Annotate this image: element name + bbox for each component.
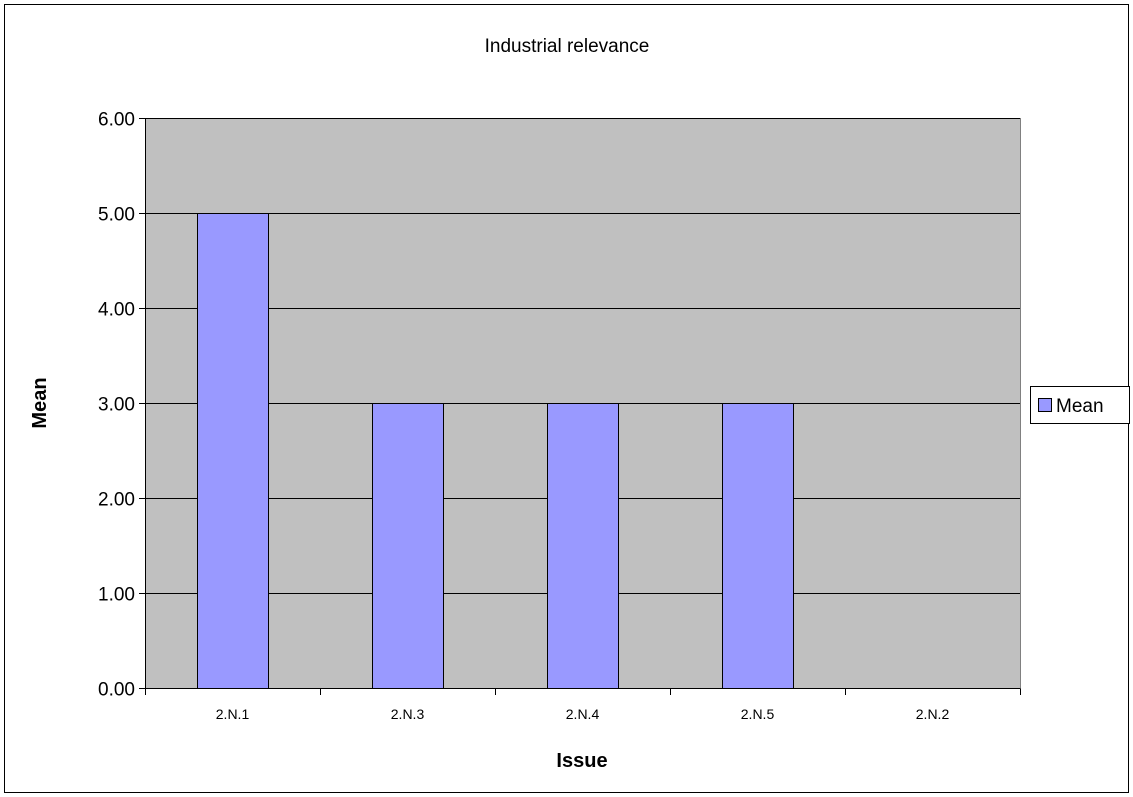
y-tick-label: 1.00	[98, 585, 135, 606]
x-tick-label: 2.N.5	[741, 706, 775, 722]
x-tick-labels: 2.N.1 2.N.3 2.N.4 2.N.5 2.N.2	[216, 706, 950, 722]
y-tick-labels: 0.00 1.00 2.00 3.00 4.00 5.00 6.00	[98, 110, 135, 701]
chart-title: Industrial relevance	[485, 36, 650, 57]
legend-label: Mean	[1056, 396, 1104, 417]
x-tick-label: 2.N.1	[216, 706, 250, 722]
bar-2.N.5	[722, 403, 794, 689]
x-tick-label: 2.N.4	[566, 706, 600, 722]
y-axis-title: Mean	[29, 377, 51, 428]
legend-box	[1030, 386, 1130, 424]
y-tick-label: 0.00	[98, 680, 135, 701]
y-tick-label: 5.00	[98, 205, 135, 226]
y-tick-label: 3.00	[98, 395, 135, 416]
axes	[139, 118, 1021, 695]
bars	[197, 213, 794, 689]
x-axis-title: Issue	[556, 750, 607, 772]
legend-swatch	[1038, 398, 1052, 412]
y-tick-label: 6.00	[98, 110, 135, 131]
x-tick-label: 2.N.2	[916, 706, 950, 722]
legend: Mean	[1030, 386, 1130, 424]
y-tick-label: 4.00	[98, 300, 135, 321]
x-tick-label: 2.N.3	[391, 706, 425, 722]
bar-2.N.4	[547, 403, 619, 689]
bar-2.N.1	[197, 213, 269, 689]
y-tick-label: 2.00	[98, 490, 135, 511]
bar-2.N.3	[372, 403, 444, 689]
